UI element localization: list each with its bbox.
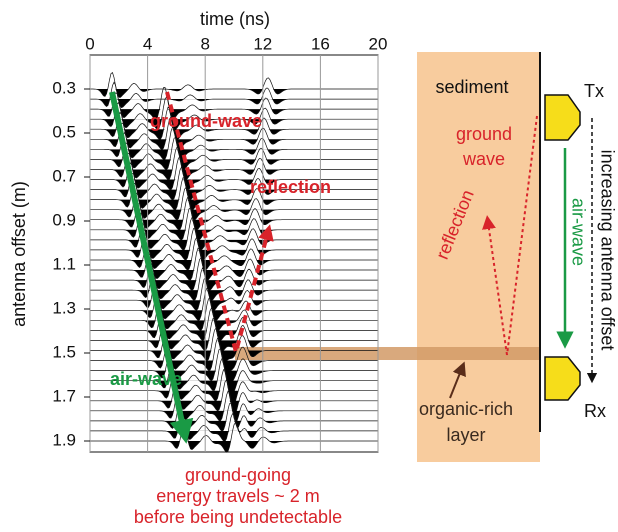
trace [90, 390, 378, 423]
trace-fill [90, 310, 378, 321]
air-wave-label: air-wave [568, 198, 588, 266]
caption-line: before being undetectable [134, 507, 342, 527]
ground-wave-label: ground-wave [150, 111, 262, 131]
caption-line: ground-going [185, 465, 291, 485]
trace [90, 236, 378, 271]
trace [90, 146, 378, 181]
trace [90, 227, 378, 261]
trace [90, 277, 378, 311]
x-tick-label: 0 [85, 34, 94, 53]
reflection-label: reflection [250, 177, 331, 197]
trace [90, 337, 378, 374]
trace [90, 413, 378, 442]
y-tick-label: 1.5 [52, 342, 76, 361]
layer-label: organic-rich [419, 399, 513, 419]
trace [90, 87, 378, 120]
ground-wave-path [165, 91, 274, 360]
trace-fill [90, 360, 378, 373]
trace-fill [90, 390, 378, 406]
air-wave-label: air-wave [110, 369, 182, 389]
air-wave-arrow [109, 91, 194, 444]
trace [90, 257, 378, 291]
caption-line: energy travels ~ 2 m [156, 486, 320, 506]
y-axis-label: antenna offset (m) [9, 181, 29, 327]
trace-fill [90, 99, 378, 108]
reflection-arrow [482, 215, 508, 356]
sediment-box [417, 52, 540, 462]
ground-wave-label: wave [462, 149, 505, 169]
y-tick-label: 0.3 [52, 78, 76, 97]
trace-fill [90, 330, 378, 341]
trace-fill [90, 249, 378, 261]
trace-fill [90, 430, 378, 442]
trace [90, 81, 378, 109]
trace [90, 421, 378, 453]
trace-fill [90, 400, 378, 415]
x-tick-label: 16 [311, 34, 330, 53]
trace-fill [90, 169, 378, 180]
trace-fill [90, 149, 378, 160]
organic-layer [235, 347, 540, 360]
trace [90, 136, 378, 171]
trace-fill [90, 270, 378, 281]
y-tick-label: 0.7 [52, 166, 76, 185]
trace-fill [90, 159, 378, 170]
trace-fill [90, 290, 378, 301]
ground-wave-line [506, 115, 538, 356]
trace-fill [90, 259, 378, 271]
trace-fill [90, 300, 378, 311]
rx-antenna [544, 356, 581, 401]
trace-fill [90, 320, 378, 331]
trace [90, 247, 378, 281]
trace-fill [90, 441, 378, 453]
y-tick-label: 1.7 [52, 386, 76, 405]
trace-fill [90, 280, 378, 291]
trace-fill [90, 89, 378, 98]
trace [90, 116, 378, 151]
x-tick-label: 8 [200, 34, 209, 53]
y-tick-label: 0.5 [52, 122, 76, 141]
x-tick-label: 4 [143, 34, 152, 53]
x-tick-label: 20 [369, 34, 388, 53]
y-tick-label: 1.9 [52, 430, 76, 449]
trace [90, 298, 378, 331]
trace [90, 72, 378, 99]
trace-fill [90, 380, 378, 396]
trace [90, 307, 378, 342]
trace [90, 287, 378, 322]
trace-fill [90, 139, 378, 150]
x-tick-label: 12 [253, 34, 272, 53]
offset-label: increasing antenna offset [597, 150, 617, 351]
tx-antenna [544, 94, 581, 141]
y-tick-label: 0.9 [52, 210, 76, 229]
sediment-label: sediment [435, 77, 508, 97]
trace [90, 348, 378, 385]
trace [90, 186, 378, 221]
ground-wave-label: ground [456, 124, 512, 144]
trace-fill [90, 370, 378, 385]
trace-fill [90, 209, 378, 220]
layer-label: layer [446, 425, 485, 445]
trace [90, 267, 378, 301]
rx-label: Rx [584, 401, 606, 421]
layer-arrow [449, 361, 466, 399]
trace [90, 96, 378, 130]
trace-fill [90, 129, 378, 140]
trace [90, 106, 378, 140]
x-axis-label: time (ns) [200, 9, 270, 29]
trace [90, 157, 378, 191]
trace [90, 327, 378, 363]
trace-fill [90, 179, 378, 190]
y-tick-label: 1.3 [52, 298, 76, 317]
trace [90, 126, 378, 161]
y-tick-label: 1.1 [52, 254, 76, 273]
trace [90, 216, 378, 251]
tx-label: Tx [584, 81, 604, 101]
